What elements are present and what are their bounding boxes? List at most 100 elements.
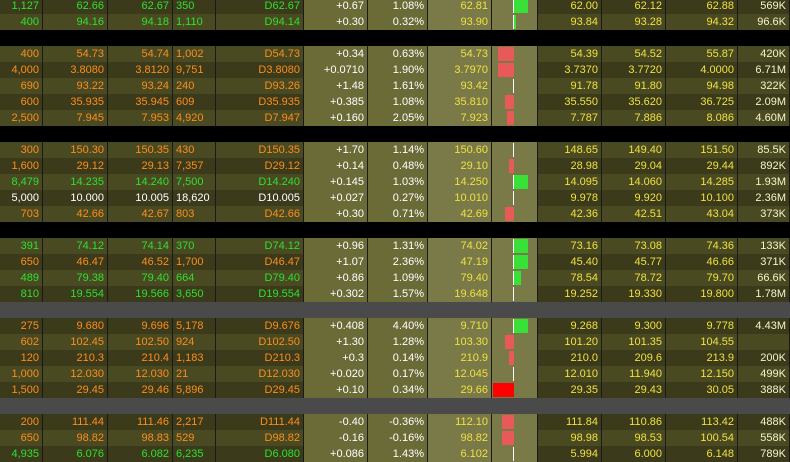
last-trade-cell: D29.12 [216, 158, 304, 174]
quote-row[interactable]: 8,479 14.235 14.240 7,500 D14.240 +0.145 1.03%… [0, 174, 790, 190]
qty-cell: 1,000 [0, 366, 43, 382]
quote-row[interactable]: 810 19.554 19.566 3,650 D19.554 +0.302 1.57% 19… [0, 286, 790, 302]
loss-bar [505, 207, 514, 221]
net-change-cell: +0.30 [304, 14, 368, 30]
low-cell: 6.000 [602, 446, 666, 462]
low-cell: 29.04 [602, 158, 666, 174]
bar-baseline [513, 367, 514, 381]
open-cell: 42.36 [538, 206, 602, 222]
size-cell: 4,920 [173, 110, 216, 126]
quote-row[interactable]: 400 94.16 94.18 1,110 D94.14 +0.30 0.32% 93.90 9… [0, 14, 790, 30]
high-cell: 213.9 [666, 350, 738, 366]
low-cell: 62.12 [602, 0, 666, 14]
volume-cell: 2.36M [738, 190, 790, 206]
net-change-cell: +1.30 [304, 334, 368, 350]
size-cell: 1,002 [173, 46, 216, 62]
quote-row[interactable]: 400 54.73 54.74 1,002 D54.73 +0.34 0.63% 54.73 5… [0, 46, 790, 62]
quote-row[interactable]: 391 74.12 74.14 370 D74.12 +0.96 1.31% 74.02 73.… [0, 238, 790, 254]
high-cell: 36.725 [666, 94, 738, 110]
quote-row[interactable]: 1,500 29.45 29.46 5,896 D29.45 +0.10 0.34% 29.6… [0, 382, 790, 398]
qty-cell: 8,479 [0, 174, 43, 190]
gain-bar [514, 319, 528, 333]
open-cell: 148.65 [538, 142, 602, 158]
percent-change-cell: 2.36% [368, 254, 428, 270]
price-cell: 47.19 [428, 254, 492, 270]
bid-cell: 14.235 [43, 174, 108, 190]
high-cell: 8.086 [666, 110, 738, 126]
bid-cell: 42.66 [43, 206, 108, 222]
net-change-cell: +0.96 [304, 238, 368, 254]
quote-row[interactable]: 1,000 12.030 12.030 21 D12.030 +0.020 0.17% 12.… [0, 366, 790, 382]
price-cell: 6.102 [428, 446, 492, 462]
bid-cell: 54.73 [43, 46, 108, 62]
percent-change-cell: 1.08% [368, 0, 428, 14]
volume-cell: 558K [738, 430, 790, 446]
quote-row[interactable]: 300 150.30 150.35 430 D150.35 +1.70 1.14% 150.6… [0, 142, 790, 158]
bar-baseline [513, 239, 514, 253]
net-change-cell: +1.70 [304, 142, 368, 158]
last-trade-cell: D29.45 [216, 382, 304, 398]
price-cell: 10.010 [428, 190, 492, 206]
quote-row[interactable]: 489 79.38 79.40 664 D79.40 +0.86 1.09% 79.40 78.… [0, 270, 790, 286]
low-cell: 78.72 [602, 270, 666, 286]
low-cell: 42.51 [602, 206, 666, 222]
quote-row[interactable]: 650 46.47 46.52 1,700 D46.47 +1.07 2.36% 47.19 4… [0, 254, 790, 270]
qty-cell: 2,500 [0, 110, 43, 126]
price-cell: 14.250 [428, 174, 492, 190]
net-change-cell: +0.0710 [304, 62, 368, 78]
price-cell: 62.81 [428, 0, 492, 14]
qty-cell: 400 [0, 46, 43, 62]
quote-row[interactable]: 2,500 7.945 7.953 4,920 D7.947 +0.160 2.05% 7.9… [0, 110, 790, 126]
ask-cell: 74.14 [108, 238, 173, 254]
quote-row[interactable]: 690 93.22 93.24 240 D93.26 +1.48 1.61% 93.42 91.… [0, 78, 790, 94]
quote-row[interactable]: 5,000 10.000 10.005 18,620 D10.005 +0.027 0.27… [0, 190, 790, 206]
qty-cell: 600 [0, 94, 43, 110]
loss-bar [502, 415, 514, 429]
last-trade-cell: D6.080 [216, 446, 304, 462]
bid-cell: 102.45 [43, 334, 108, 350]
last-trade-cell: D3.8080 [216, 62, 304, 78]
quote-row[interactable]: 602 102.45 102.50 924 D102.50 +1.30 1.28% 103.3… [0, 334, 790, 350]
last-trade-cell: D10.005 [216, 190, 304, 206]
row-separator [0, 222, 790, 238]
volume-cell: 892K [738, 158, 790, 174]
size-cell: 2,217 [173, 414, 216, 430]
ask-cell: 7.953 [108, 110, 173, 126]
bid-cell: 6.076 [43, 446, 108, 462]
last-trade-cell: D12.030 [216, 366, 304, 382]
low-cell: 29.43 [602, 382, 666, 398]
volume-cell [738, 334, 790, 350]
bar-baseline [513, 0, 514, 13]
quote-row[interactable]: 1,127 62.66 62.67 350 D62.67 +0.67 1.08% 62.81 6… [0, 0, 790, 14]
high-cell: 100.54 [666, 430, 738, 446]
last-trade-cell: D62.67 [216, 0, 304, 14]
low-cell: 93.28 [602, 14, 666, 30]
quote-row[interactable]: 120 210.3 210.4 1,183 D210.3 +0.3 0.14% 210.9 21… [0, 350, 790, 366]
bar-baseline [513, 15, 514, 29]
change-bar-cell [492, 206, 538, 222]
qty-cell: 5,000 [0, 190, 43, 206]
quote-row[interactable]: 275 9.680 9.696 5,178 D9.676 +0.408 4.40% 9.710… [0, 318, 790, 334]
quote-row[interactable]: 4,000 3.8080 3.8120 9,751 D3.8080 +0.0710 1.90… [0, 62, 790, 78]
change-bar-cell [492, 190, 538, 206]
open-cell: 98.98 [538, 430, 602, 446]
quote-row[interactable]: 650 98.82 98.83 529 D98.82 -0.16 -0.16% 98.82 98… [0, 430, 790, 446]
high-cell: 94.98 [666, 78, 738, 94]
quote-row[interactable]: 703 42.66 42.67 803 D42.66 +0.30 0.71% 42.69 42.… [0, 206, 790, 222]
high-cell: 29.44 [666, 158, 738, 174]
ask-cell: 46.52 [108, 254, 173, 270]
gain-bar [514, 15, 516, 29]
volume-cell: 1.78M [738, 286, 790, 302]
quote-row[interactable]: 4,935 6.076 6.082 6,235 D6.080 +0.086 1.43% 6.1… [0, 446, 790, 462]
net-change-cell: +0.34 [304, 46, 368, 62]
bid-cell: 62.66 [43, 0, 108, 14]
quote-row[interactable]: 200 111.44 111.46 2,217 D111.44 -0.40 -0.36% 11… [0, 414, 790, 430]
ask-cell: 9.696 [108, 318, 173, 334]
qty-cell: 200 [0, 414, 43, 430]
price-cell: 3.7970 [428, 62, 492, 78]
open-cell: 78.54 [538, 270, 602, 286]
size-cell: 7,357 [173, 158, 216, 174]
quote-row[interactable]: 600 35.935 35.945 609 D35.935 +0.385 1.08% 35.8… [0, 94, 790, 110]
quote-row[interactable]: 1,600 29.12 29.13 7,357 D29.12 +0.14 0.48% 29.1… [0, 158, 790, 174]
open-cell: 19.252 [538, 286, 602, 302]
